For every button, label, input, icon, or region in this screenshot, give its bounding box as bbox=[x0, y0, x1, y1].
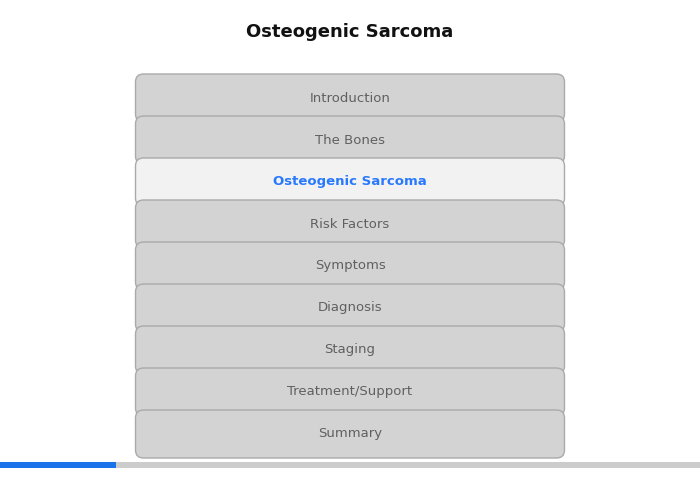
Text: Osteogenic Sarcoma: Osteogenic Sarcoma bbox=[273, 176, 427, 189]
FancyBboxPatch shape bbox=[136, 242, 564, 290]
Text: Diagnosis: Diagnosis bbox=[318, 301, 382, 314]
FancyBboxPatch shape bbox=[136, 74, 564, 122]
FancyBboxPatch shape bbox=[136, 410, 564, 458]
FancyBboxPatch shape bbox=[136, 158, 564, 206]
Text: Summary: Summary bbox=[318, 428, 382, 441]
Text: Symptoms: Symptoms bbox=[314, 260, 386, 273]
FancyBboxPatch shape bbox=[0, 462, 700, 468]
FancyBboxPatch shape bbox=[136, 116, 564, 164]
Text: Osteogenic Sarcoma: Osteogenic Sarcoma bbox=[246, 23, 454, 41]
Text: Staging: Staging bbox=[325, 344, 375, 357]
FancyBboxPatch shape bbox=[136, 200, 564, 248]
Text: Treatment/Support: Treatment/Support bbox=[288, 385, 412, 398]
FancyBboxPatch shape bbox=[136, 326, 564, 374]
FancyBboxPatch shape bbox=[136, 368, 564, 416]
Text: Risk Factors: Risk Factors bbox=[310, 217, 390, 230]
Text: The Bones: The Bones bbox=[315, 133, 385, 146]
FancyBboxPatch shape bbox=[136, 284, 564, 332]
FancyBboxPatch shape bbox=[0, 462, 116, 468]
Text: Introduction: Introduction bbox=[309, 92, 391, 105]
